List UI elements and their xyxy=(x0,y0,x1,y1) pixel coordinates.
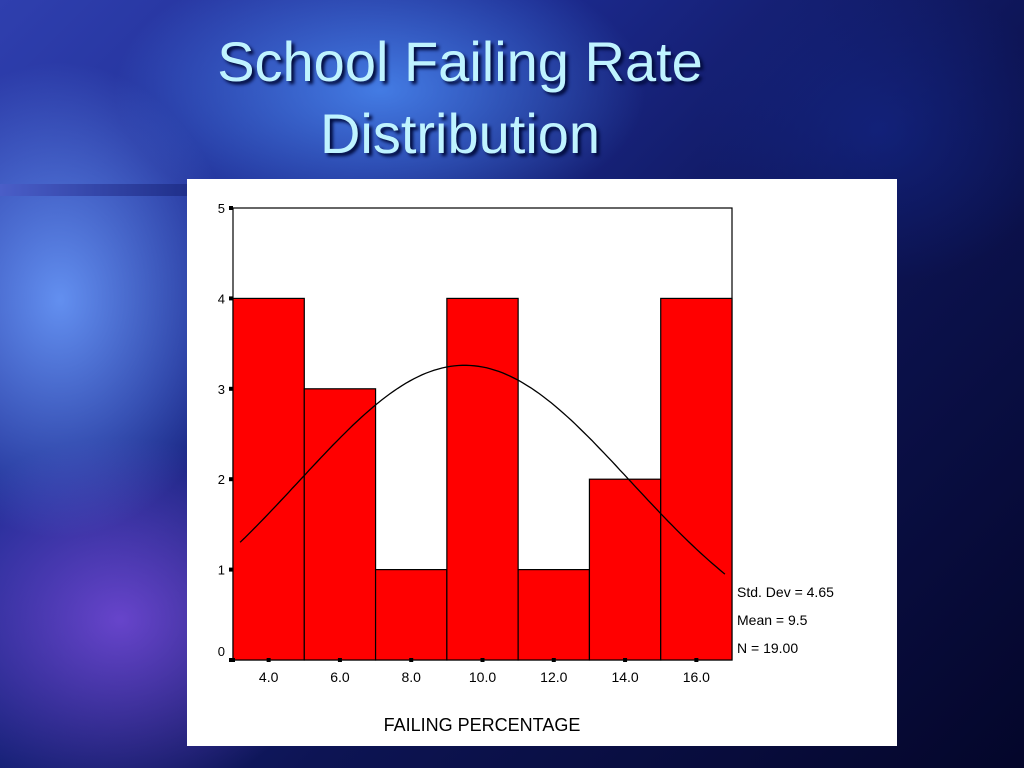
y-tick-label: 4 xyxy=(218,291,225,306)
std-dev-label: Std. Dev = 4.65 xyxy=(737,584,834,600)
y-tick-mark xyxy=(229,567,233,572)
origin-tick xyxy=(231,658,235,662)
bar-4.0 xyxy=(232,297,305,661)
y-tick-label: 2 xyxy=(218,472,225,487)
bar-16.0 xyxy=(660,297,733,661)
bar-14.0 xyxy=(588,478,662,661)
y-tick-mark xyxy=(229,386,233,391)
mean-label: Mean = 9.5 xyxy=(737,612,808,628)
x-tick-label: 12.0 xyxy=(540,669,567,685)
y-tick-mark xyxy=(229,206,233,210)
chart-panel: 0 1 2 3 4 5 4.0 6.0 8.0 10.0 12.0 14.0 16.0 Std. Dev… xyxy=(187,179,897,746)
histogram-chart: 0 1 2 3 4 5 4.0 6.0 8.0 10.0 12.0 14.0 16.0 xyxy=(218,201,733,685)
y-tick-mark xyxy=(229,296,233,301)
x-tick-mark xyxy=(409,658,414,662)
x-tick-mark xyxy=(551,658,556,662)
x-axis-label: FAILING PERCENTAGE xyxy=(383,715,581,735)
x-tick-mark xyxy=(694,658,699,662)
x-tick-label: 14.0 xyxy=(611,669,638,685)
title-line-2: Distribution xyxy=(319,102,601,165)
stats-legend: Std. Dev = 4.65 Mean = 9.5 N = 19.00 xyxy=(737,583,834,667)
bar-10.0 xyxy=(446,297,519,661)
x-tick-label: 8.0 xyxy=(401,669,421,685)
x-tick-label: 16.0 xyxy=(683,669,710,685)
title-line-1: School Failing Rate xyxy=(217,30,703,93)
normal-curve xyxy=(239,364,726,575)
bar-12.0 xyxy=(517,569,591,661)
slide-title: School Failing Rate Distribution xyxy=(0,26,920,170)
x-tick-mark xyxy=(266,658,271,662)
n-label: N = 19.00 xyxy=(737,640,799,656)
x-tick-label: 6.0 xyxy=(330,669,350,685)
bar-6.0 xyxy=(303,388,377,661)
x-tick-label: 10.0 xyxy=(469,669,496,685)
accent-bar xyxy=(0,184,190,196)
x-tick-mark xyxy=(623,658,628,662)
y-tick-label: 1 xyxy=(218,563,225,578)
y-tick-label: 0 xyxy=(218,644,225,659)
y-tick-mark xyxy=(229,477,233,482)
y-tick-label: 5 xyxy=(218,201,225,216)
bar-8.0 xyxy=(374,569,448,661)
x-tick-label: 4.0 xyxy=(259,669,279,685)
y-tick-label: 3 xyxy=(218,382,225,397)
x-tick-mark xyxy=(480,658,485,662)
x-tick-mark xyxy=(337,658,342,662)
